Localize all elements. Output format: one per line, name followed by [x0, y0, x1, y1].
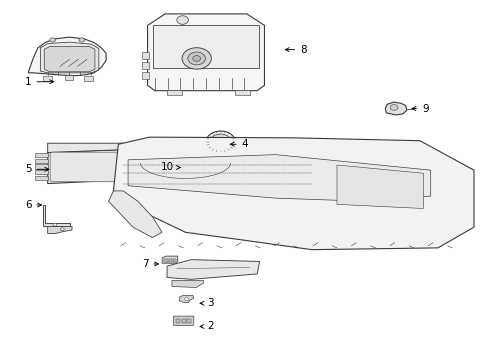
Bar — [35, 153, 48, 157]
Bar — [142, 62, 148, 69]
Polygon shape — [172, 280, 203, 288]
Bar — [43, 76, 51, 81]
Circle shape — [179, 165, 184, 168]
Bar — [173, 258, 176, 262]
Polygon shape — [28, 37, 106, 76]
Bar — [169, 258, 172, 262]
Bar — [187, 319, 191, 323]
Polygon shape — [337, 165, 423, 208]
Polygon shape — [162, 256, 178, 263]
FancyBboxPatch shape — [174, 162, 193, 171]
Bar — [84, 76, 93, 81]
Polygon shape — [114, 137, 474, 249]
Bar — [35, 158, 48, 163]
Text: 2: 2 — [200, 321, 214, 332]
Circle shape — [390, 105, 398, 111]
Text: 1: 1 — [25, 77, 53, 87]
Polygon shape — [179, 296, 194, 302]
Text: 8: 8 — [285, 45, 307, 55]
Polygon shape — [48, 150, 123, 184]
Polygon shape — [167, 260, 260, 279]
Polygon shape — [48, 143, 123, 153]
Circle shape — [185, 297, 189, 300]
Text: 5: 5 — [25, 164, 49, 174]
Text: 3: 3 — [200, 298, 214, 308]
Polygon shape — [385, 102, 407, 115]
Bar — [35, 170, 48, 174]
Polygon shape — [43, 205, 70, 226]
Circle shape — [49, 38, 55, 42]
Circle shape — [188, 52, 205, 65]
Bar — [164, 258, 168, 262]
FancyBboxPatch shape — [50, 152, 121, 182]
Polygon shape — [109, 191, 162, 238]
Polygon shape — [44, 46, 95, 72]
Circle shape — [177, 16, 189, 24]
Polygon shape — [147, 14, 265, 91]
Bar — [176, 319, 180, 323]
Circle shape — [206, 131, 235, 153]
Bar — [35, 164, 48, 168]
Text: 9: 9 — [412, 104, 429, 113]
Circle shape — [79, 38, 85, 42]
Bar — [182, 319, 186, 323]
Text: 4: 4 — [230, 139, 248, 149]
Text: 6: 6 — [25, 200, 42, 210]
Polygon shape — [128, 155, 431, 201]
Circle shape — [210, 134, 231, 149]
Text: 10: 10 — [161, 162, 180, 172]
Circle shape — [60, 228, 64, 231]
Bar — [235, 90, 250, 95]
Bar — [35, 176, 48, 180]
Bar — [153, 26, 259, 68]
Circle shape — [215, 138, 226, 146]
Bar — [167, 90, 182, 95]
Bar — [142, 72, 148, 79]
Circle shape — [219, 140, 223, 143]
Circle shape — [193, 55, 200, 61]
FancyBboxPatch shape — [173, 316, 194, 325]
Text: 7: 7 — [142, 259, 158, 269]
Circle shape — [182, 48, 211, 69]
Bar — [142, 52, 148, 59]
Polygon shape — [40, 42, 99, 73]
Polygon shape — [48, 226, 72, 234]
Circle shape — [53, 223, 57, 226]
Bar — [65, 75, 74, 80]
